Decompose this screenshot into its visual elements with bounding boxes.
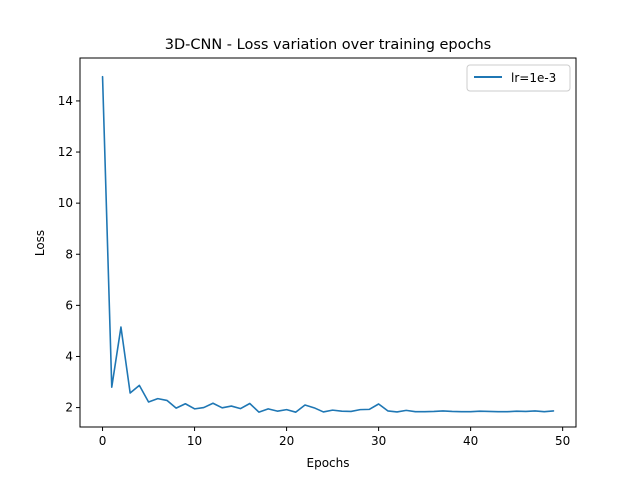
x-tick-label: 10 <box>187 434 202 448</box>
x-tick-label: 30 <box>371 434 386 448</box>
x-tick-label: 40 <box>463 434 478 448</box>
y-tick-label: 4 <box>65 349 73 363</box>
legend-label: lr=1e-3 <box>511 71 556 85</box>
y-tick-label: 2 <box>65 401 73 415</box>
legend: lr=1e-3 <box>466 64 571 92</box>
y-axis-title: Loss <box>33 230 47 256</box>
plot-area-frame <box>79 57 577 428</box>
series-layer <box>101 75 555 413</box>
y-axis: 2 4 6 8 10 12 14 <box>58 94 80 415</box>
x-axis-title: Epochs <box>307 456 350 470</box>
y-tick-label: 6 <box>65 298 73 312</box>
y-tick-label: 14 <box>58 94 73 108</box>
x-tick-label: 0 <box>99 434 107 448</box>
x-axis: 0 10 20 30 40 50 <box>99 427 570 448</box>
chart-title: 3D-CNN - Loss variation over training ep… <box>165 37 491 53</box>
y-tick-label: 12 <box>58 145 73 159</box>
y-tick-label: 8 <box>65 247 73 261</box>
series-line <box>101 75 555 413</box>
y-tick-label: 10 <box>58 196 73 210</box>
legend-box <box>466 64 571 92</box>
x-tick-label: 20 <box>279 434 294 448</box>
x-tick-label: 50 <box>555 434 570 448</box>
